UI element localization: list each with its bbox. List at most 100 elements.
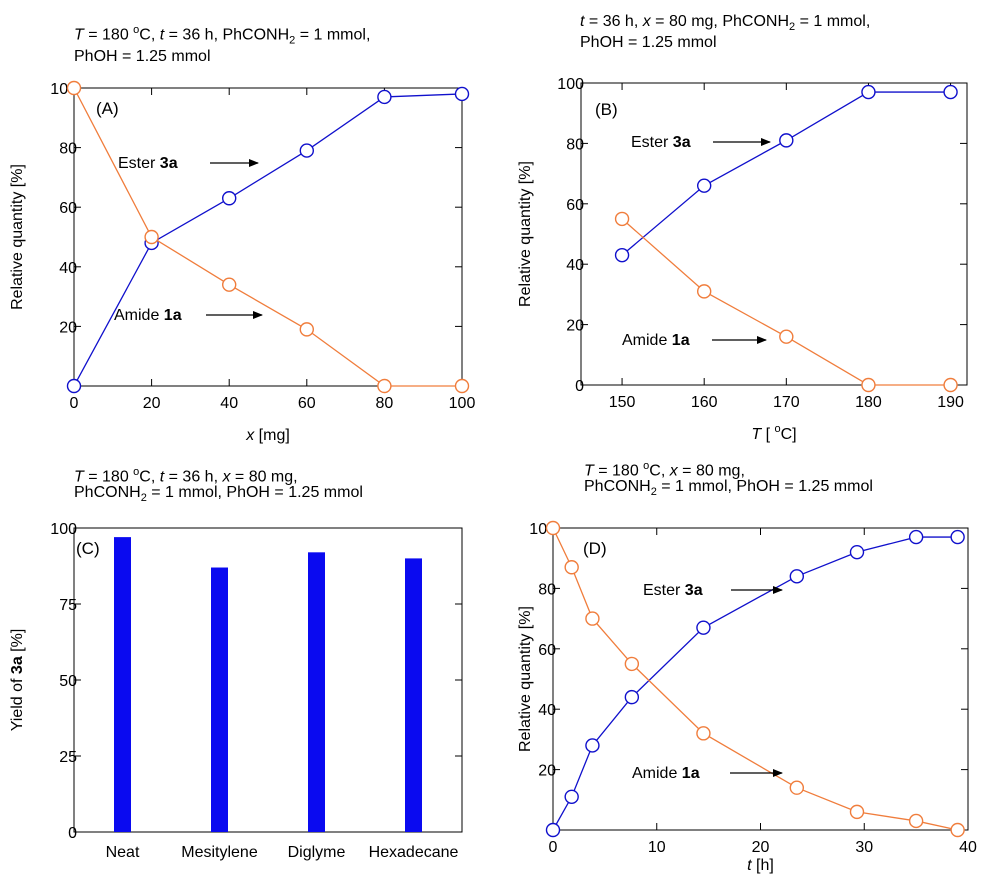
data-point-amide-d: [849, 804, 865, 820]
x-axis-label-b: T [ oC]: [751, 423, 796, 443]
x-tick-label-d: 10: [648, 839, 666, 856]
y-axis-label-d: Relative quantity [%]: [517, 606, 534, 752]
x-category-label-hexadecane: Hexadecane: [369, 844, 459, 861]
y-tick-label-a: 60: [59, 200, 77, 217]
data-point-ester-b: [943, 84, 958, 100]
y-axis-label-b: Relative quantity [%]: [517, 161, 534, 307]
annotation-amide-d: Amide 1a: [632, 765, 700, 782]
x-axis-label-a: x [mg]: [245, 427, 290, 444]
x-category-label-neat: Neat: [106, 844, 140, 861]
chart-panel-c: 0 25 50 75 100(C) Neat Mesitylene Diglyme Hexade…: [9, 521, 463, 861]
data-point-amide-b: [861, 377, 876, 393]
data-point-amide-d: [624, 656, 640, 672]
panel-label-a: (A): [96, 99, 119, 118]
x-tick-label-d: 30: [855, 839, 873, 856]
data-point-ester-b: [696, 178, 712, 193]
x-tick-label-b: 180: [855, 394, 882, 411]
plot-frame-c: [73, 527, 463, 833]
y-tick-label-b: 40: [566, 257, 584, 274]
annotation-ester-a: Ester 3a: [118, 155, 178, 172]
data-point-ester-d: [624, 689, 640, 705]
series-line-amide-d: [552, 527, 958, 831]
x-axis-label-d: t [h]: [747, 857, 774, 874]
y-tick-label-c: 25: [59, 749, 77, 766]
data-point-amide-a: [377, 378, 392, 394]
data-point-ester-a: [66, 378, 82, 394]
y-tick-label-b: 0: [575, 378, 584, 395]
data-point-amide-d: [545, 520, 561, 536]
data-point-amide-d: [564, 560, 579, 575]
y-tick-label-a: 80: [59, 141, 77, 158]
x-tick-label-a: 80: [376, 395, 394, 412]
bar-neat: [114, 537, 131, 832]
data-point-amide-d: [789, 780, 805, 795]
x-category-label-diglyme: Diglyme: [288, 844, 346, 861]
y-axis-label-c: Yield of 3a [%]: [9, 629, 26, 732]
panel-b-conditions: t = 36 h, x = 80 mg, PhCONH2 = 1 mmol, P…: [580, 13, 871, 52]
data-point-amide-a: [454, 378, 470, 394]
data-point-ester-d: [545, 822, 561, 838]
data-point-ester-a: [377, 89, 392, 105]
panel-a-conditions: T = 180 oC, t = 36 h, PhCONH2 = 1 mmol, …: [74, 24, 371, 65]
data-point-amide-a: [221, 277, 237, 292]
bar-diglyme: [308, 552, 325, 832]
x-tick-label-a: 20: [143, 395, 161, 412]
plot-frame-d: [552, 527, 969, 831]
y-tick-label-c: 100: [50, 521, 77, 538]
chart-panel-b: 0 20 40 60 80 100 (B) 150 160 170 180 190 Ester 3a Am…: [517, 76, 968, 443]
y-tick-label-a: 40: [59, 260, 77, 277]
data-point-amide-b: [696, 284, 712, 299]
data-point-ester-d: [849, 544, 865, 560]
x-tick-label-b: 160: [691, 394, 718, 411]
data-point-amide-d: [585, 611, 600, 626]
series-line-ester-b: [621, 91, 951, 256]
data-point-amide-b: [779, 329, 794, 344]
x-tick-label-a: 0: [70, 395, 79, 412]
data-point-ester-d: [908, 529, 924, 545]
panel-d-conditions: T = 180 oC, x = 80 mg, PhCONH2 = 1 mmol,…: [584, 460, 873, 499]
data-point-amide-b: [614, 211, 630, 227]
annotation-ester-b: Ester 3a: [631, 134, 691, 151]
y-tick-label-d: 40: [538, 702, 556, 719]
y-tick-label-d: 60: [538, 642, 556, 659]
x-tick-label-b: 150: [609, 394, 636, 411]
data-point-ester-d: [789, 569, 805, 584]
plot-frame-b: [580, 82, 968, 386]
panel-label-c: (C): [76, 539, 100, 558]
data-point-ester-b: [614, 247, 630, 263]
plot-frame-a: [73, 87, 463, 387]
series-line-ester-a: [73, 93, 463, 387]
data-point-ester-d: [564, 789, 579, 804]
data-point-ester-d: [950, 529, 965, 545]
annotation-amide-b: Amide 1a: [622, 332, 690, 349]
x-tick-label-a: 60: [298, 395, 316, 412]
data-point-amide-a: [144, 229, 159, 245]
x-tick-label-b: 190: [937, 394, 964, 411]
y-tick-label-d: 80: [538, 581, 556, 598]
y-tick-label-d: 20: [538, 763, 556, 780]
y-tick-label-a: 20: [59, 319, 77, 336]
data-point-amide-d: [908, 813, 924, 829]
panel-label-d: (D): [583, 539, 607, 558]
bar-mesitylene: [211, 567, 228, 832]
data-point-ester-d: [585, 738, 600, 753]
bar-hexadecane: [405, 558, 422, 832]
series-line-amide-b: [621, 218, 951, 386]
data-point-ester-a: [299, 143, 314, 158]
x-tick-label-a: 40: [220, 395, 238, 412]
x-tick-label-d: 0: [549, 839, 558, 856]
x-tick-label-a: 100: [449, 395, 476, 412]
data-point-amide-b: [943, 377, 958, 393]
annotation-amide-a: Amide 1a: [114, 307, 182, 324]
series-line-amide-a: [73, 87, 462, 387]
data-point-ester-b: [779, 133, 794, 148]
panel-label-b: (B): [595, 100, 618, 119]
annotation-ester-d: Ester 3a: [643, 582, 703, 599]
x-tick-label-b: 170: [773, 394, 800, 411]
y-tick-label-b: 100: [557, 76, 584, 93]
y-tick-label-b: 60: [566, 197, 584, 214]
x-tick-label-d: 40: [959, 839, 977, 856]
x-category-label-mesitylene: Mesitylene: [181, 844, 258, 861]
